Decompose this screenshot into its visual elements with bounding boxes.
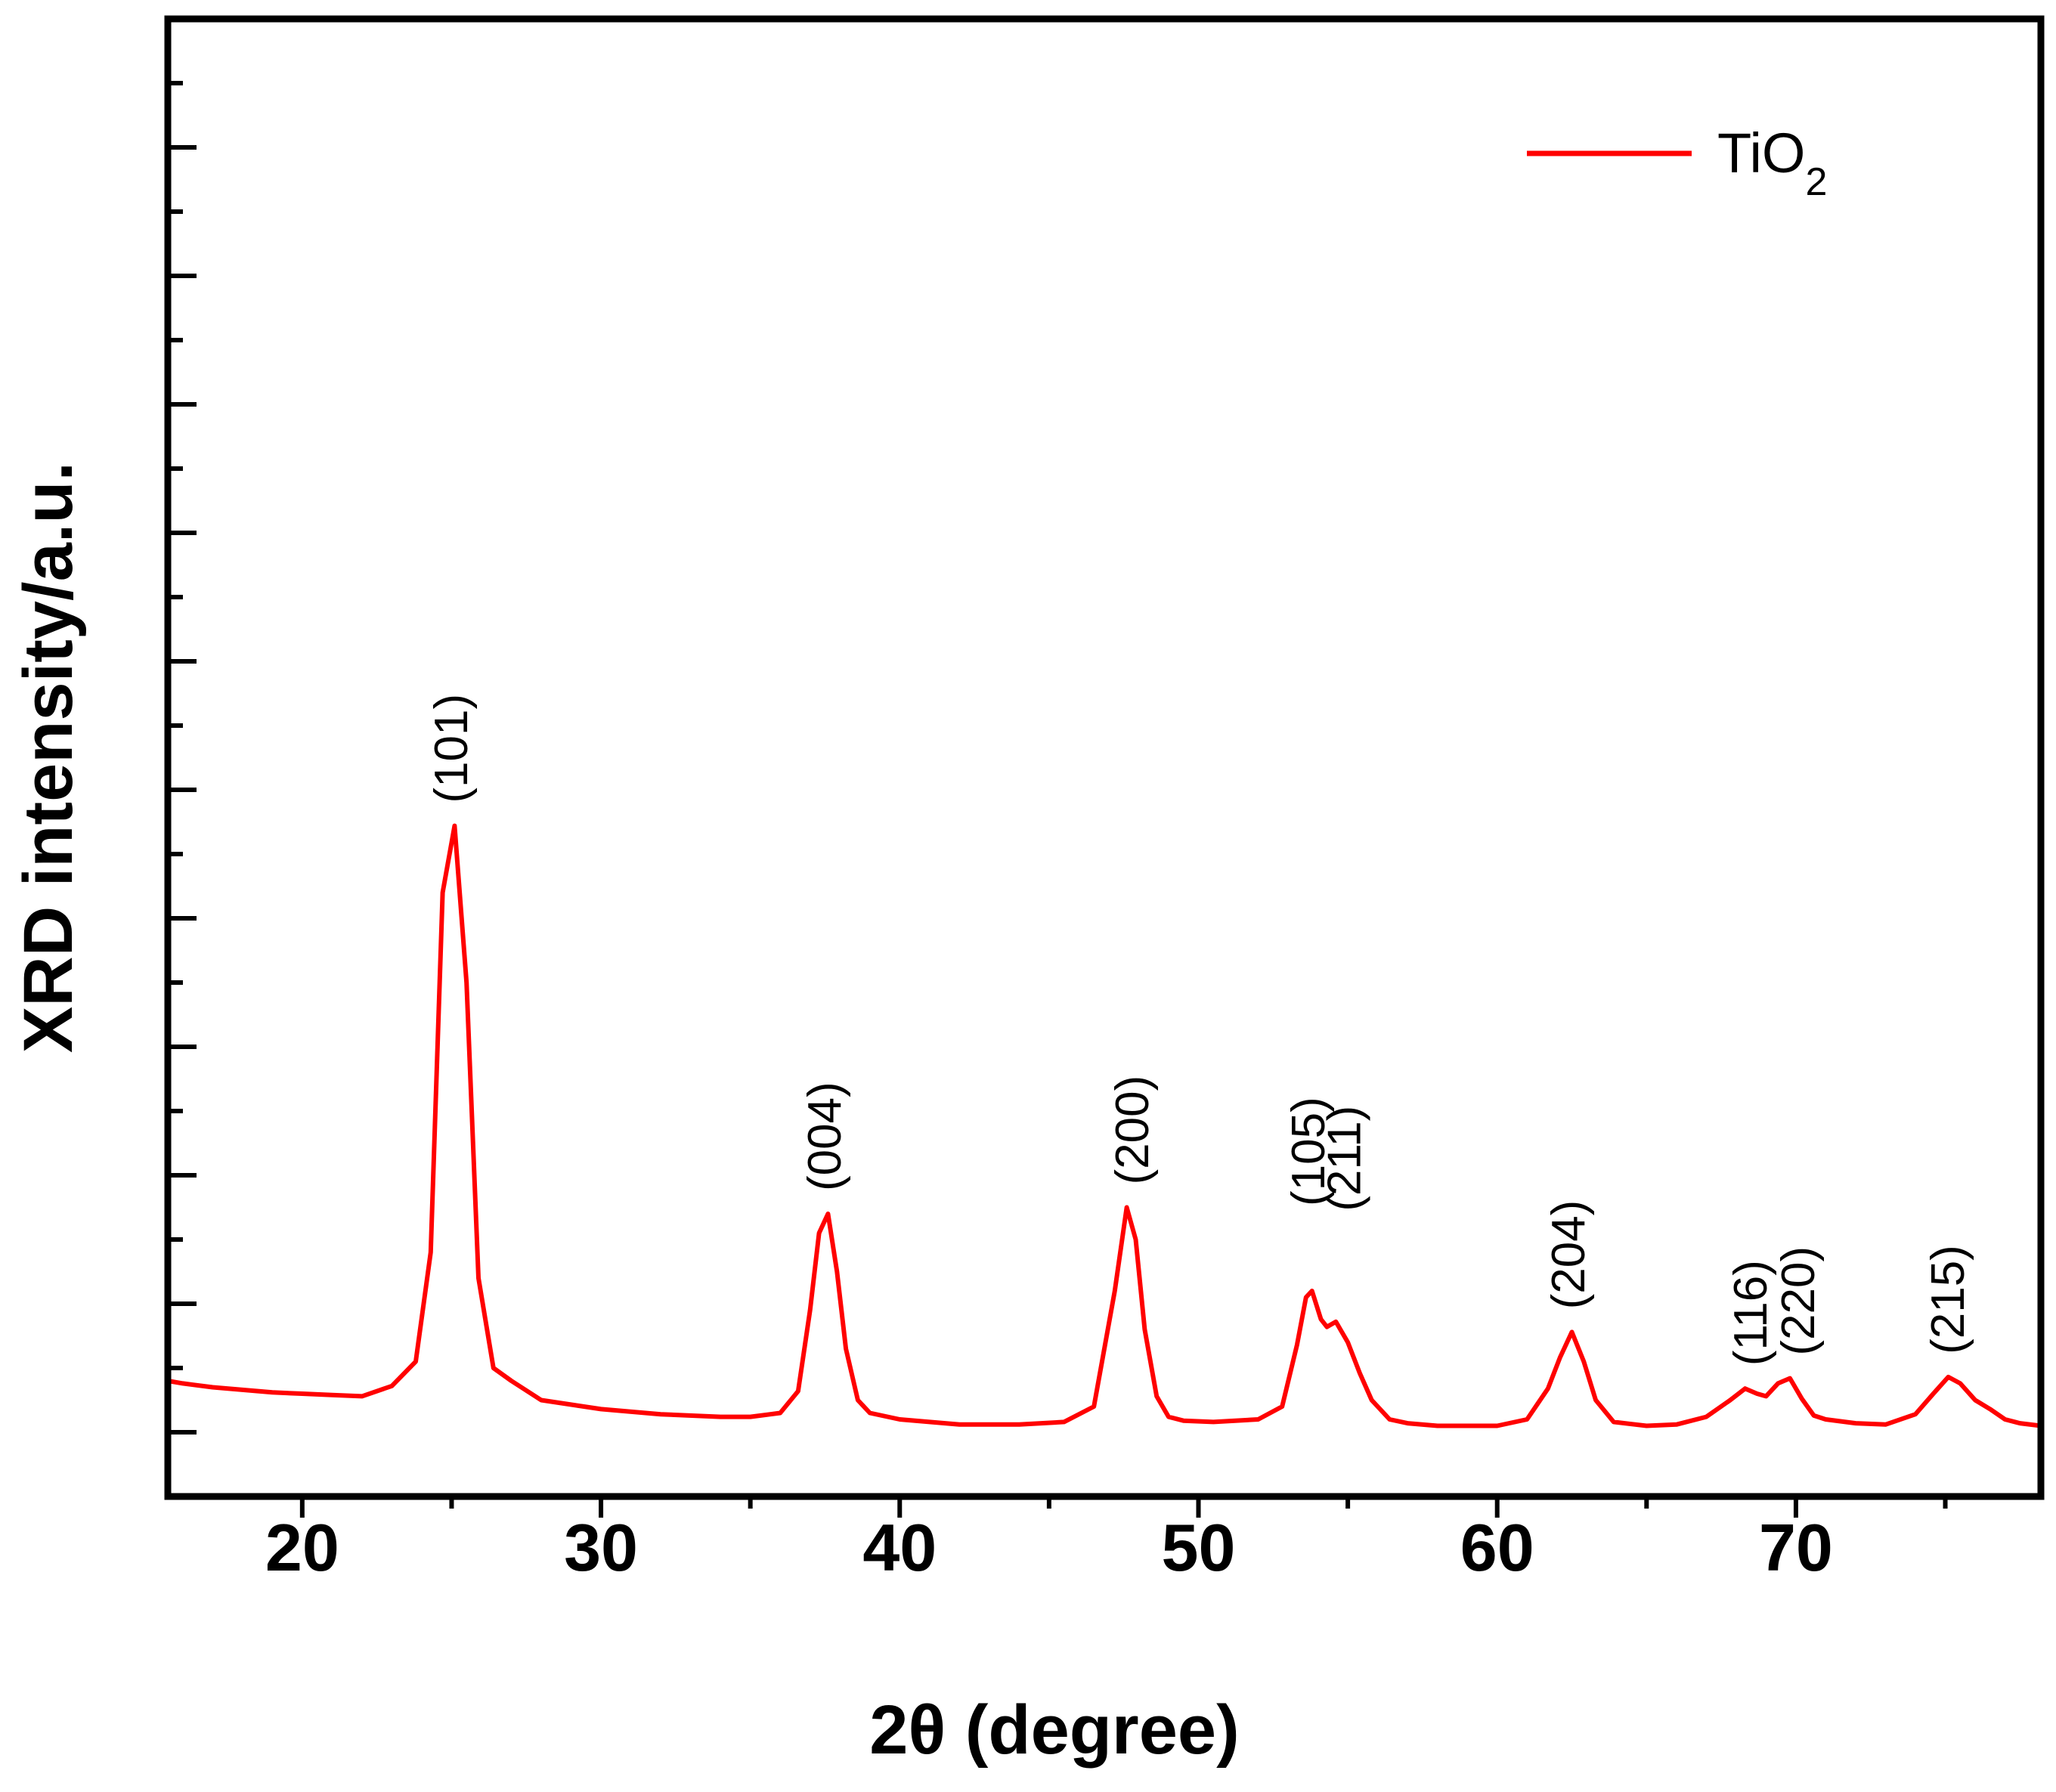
x-tick-label: 50 bbox=[1162, 1510, 1236, 1585]
peak-label: (105) bbox=[1283, 1097, 1335, 1206]
x-tick-labels: 20 30 40 50 60 70 bbox=[265, 1510, 1833, 1585]
peak-labels: (101) (004) (200) (105)(211) (204) (116)(220)… bbox=[426, 694, 1974, 1366]
x-tick-label: 60 bbox=[1460, 1510, 1534, 1585]
peak-label: (215) bbox=[1922, 1245, 1974, 1354]
x-axis-title: 2θ (degree) bbox=[869, 1691, 1239, 1769]
legend: TiO2 bbox=[1527, 122, 1827, 204]
x-tick-label: 30 bbox=[564, 1510, 638, 1585]
series-line-tio2 bbox=[166, 823, 2043, 1428]
x-tick-label: 70 bbox=[1759, 1510, 1833, 1585]
peak-label: (211) bbox=[1318, 1106, 1370, 1212]
legend-label-tio2: TiO2 bbox=[1717, 122, 1827, 204]
peak-label: (204) bbox=[1543, 1200, 1595, 1310]
peak-label: (004) bbox=[799, 1082, 851, 1191]
peak-label: (101) bbox=[426, 694, 478, 803]
plot-frame bbox=[164, 15, 2045, 1500]
x-tick-label: 20 bbox=[265, 1510, 339, 1585]
x-tick-label: 40 bbox=[862, 1510, 937, 1585]
peak-label: (200) bbox=[1107, 1076, 1159, 1185]
peak-label: (220) bbox=[1773, 1246, 1825, 1356]
y-axis-title: XRD intensity/a.u. bbox=[10, 462, 87, 1053]
peak-label: (116) bbox=[1725, 1260, 1777, 1366]
